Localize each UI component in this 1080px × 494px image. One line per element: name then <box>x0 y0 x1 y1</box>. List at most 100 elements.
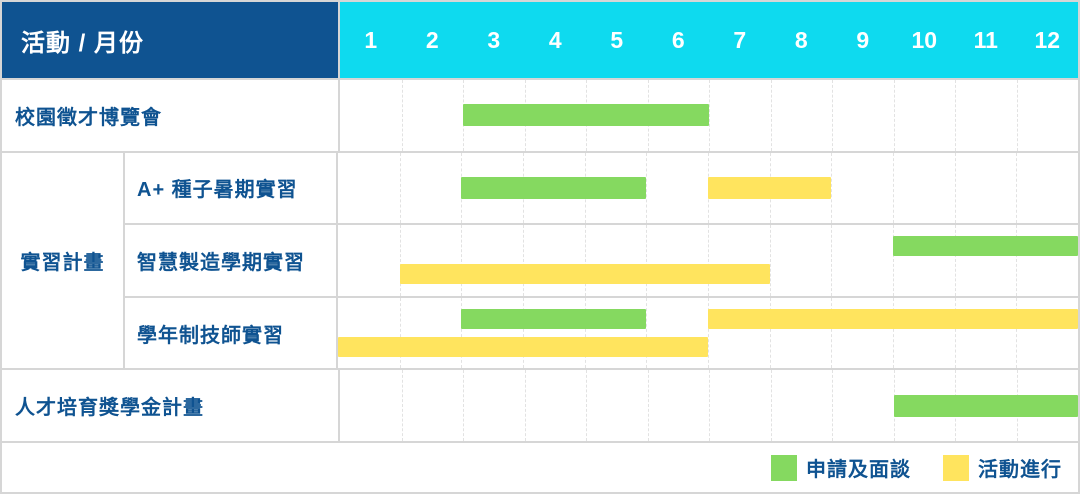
month-gridline <box>954 152 956 224</box>
month-header-cell: 7 <box>733 26 747 53</box>
month-gridline <box>831 225 833 296</box>
bar-application-interview <box>461 176 647 199</box>
corner-header-label: 活動 / 月份 <box>21 29 145 57</box>
month-gridline <box>769 225 771 296</box>
group-label-text: 實習計畫 <box>20 251 105 274</box>
row-label-text: 智慧製造學期實習 <box>137 251 305 274</box>
table-row: 學年制技師實習 <box>125 295 1078 369</box>
bar-activity-period <box>708 176 832 199</box>
legend-swatch-green <box>771 454 797 481</box>
month-header-cell: 3 <box>487 26 501 53</box>
month-gridline <box>524 370 526 441</box>
month-gridline <box>770 80 772 151</box>
table-body: 校園徵才博覽會 實習計畫 A+ 種子暑期實習 智慧製造學期實習 <box>2 78 1078 441</box>
bar-application-interview <box>461 308 647 329</box>
month-header-row: 1 2 3 4 5 6 7 8 9 10 11 12 <box>340 2 1078 78</box>
internship-subrows: A+ 種子暑期實習 智慧製造學期實習 學年制技師實習 <box>125 152 1078 369</box>
month-header-cell: 11 <box>973 26 998 53</box>
month-header-cell: 10 <box>911 26 938 53</box>
month-header-cell: 4 <box>548 26 562 53</box>
month-gridline <box>646 297 648 369</box>
month-gridline <box>463 370 464 441</box>
internship-group-block: 實習計畫 A+ 種子暑期實習 智慧製造學期實習 學年制技 <box>2 150 1078 369</box>
bar-activity-period <box>708 308 1078 329</box>
month-gridline <box>770 370 772 441</box>
month-gridline <box>399 297 401 369</box>
bar-activity-period <box>338 336 708 357</box>
corner-header-cell: 活動 / 月份 <box>2 2 340 78</box>
row-label-text: A+ 種子暑期實習 <box>137 179 298 202</box>
month-gridline <box>399 225 401 296</box>
month-gridline <box>893 297 894 369</box>
legend-item-activity: 活動進行 <box>943 453 1062 482</box>
month-gridline <box>1016 225 1018 296</box>
table-row: A+ 種子暑期實習 <box>125 152 1078 224</box>
month-gridline <box>893 152 894 224</box>
bar-activity-period <box>399 264 770 285</box>
month-header-cell: 12 <box>1034 26 1061 53</box>
legend: 申請及面談 活動進行 <box>2 441 1078 492</box>
month-gridline <box>1016 152 1018 224</box>
month-gridline <box>954 297 956 369</box>
month-gridline <box>523 225 524 296</box>
month-gridline <box>1016 297 1018 369</box>
month-gridline <box>1016 80 1018 151</box>
bar-application-interview <box>893 394 1078 417</box>
month-gridline <box>401 370 403 441</box>
month-gridline <box>584 225 586 296</box>
timeline-cell <box>340 80 1078 151</box>
month-gridline <box>646 152 648 224</box>
month-gridline <box>709 370 710 441</box>
row-label-text: 人才培育獎學金計畫 <box>15 397 204 420</box>
month-gridline <box>708 297 709 369</box>
row-label-scholarship: 人才培育獎學金計畫 <box>2 370 340 441</box>
month-gridline <box>401 80 403 151</box>
table-row: 智慧製造學期實習 <box>125 223 1078 296</box>
table-row: 人才培育獎學金計畫 <box>2 368 1078 441</box>
legend-label-application: 申請及面談 <box>806 459 911 481</box>
bar-application-interview <box>893 236 1078 257</box>
month-gridline <box>831 152 833 224</box>
timeline-cell <box>338 152 1078 224</box>
month-header-cell: 8 <box>794 26 808 53</box>
table-row: 校園徵才博覽會 <box>2 78 1078 151</box>
month-gridline <box>893 80 895 151</box>
table-header-row: 活動 / 月份 1 2 3 4 5 6 7 8 9 10 11 12 <box>2 2 1078 78</box>
group-label-internship: 實習計畫 <box>2 152 125 369</box>
month-gridline <box>461 225 463 296</box>
legend-label-activity: 活動進行 <box>978 459 1062 481</box>
month-gridline <box>954 225 956 296</box>
month-gridline <box>523 297 524 369</box>
legend-swatch-yellow <box>943 454 969 481</box>
month-gridline <box>708 225 709 296</box>
month-gridline <box>461 297 463 369</box>
month-gridline <box>584 297 586 369</box>
month-gridline <box>709 80 710 151</box>
month-gridline <box>586 370 587 441</box>
month-gridline <box>769 297 771 369</box>
timeline-cell <box>338 297 1078 369</box>
month-gridline <box>399 152 401 224</box>
month-gridline <box>893 225 894 296</box>
month-header-cell: 1 <box>364 26 378 53</box>
month-gridline <box>832 80 833 151</box>
month-header-cell: 6 <box>671 26 685 53</box>
month-gridline <box>647 370 649 441</box>
month-gridline <box>646 225 648 296</box>
row-label-text: 學年制技師實習 <box>137 324 284 347</box>
row-label-text: 校園徵才博覽會 <box>15 106 162 129</box>
month-gridline <box>832 370 833 441</box>
row-label-aplus-summer: A+ 種子暑期實習 <box>125 152 338 224</box>
month-header-cell: 9 <box>856 26 870 53</box>
timeline-cell <box>338 225 1078 296</box>
legend-item-application: 申請及面談 <box>771 453 911 482</box>
month-header-cell: 2 <box>425 26 439 53</box>
bar-application-interview <box>463 104 709 127</box>
timeline-cell <box>340 370 1078 441</box>
month-gridline <box>831 297 833 369</box>
row-label-campus-fair: 校園徵才博覽會 <box>2 80 340 151</box>
row-label-year-round-technician: 學年制技師實習 <box>125 297 338 369</box>
month-gridline <box>955 80 956 151</box>
month-header-cell: 5 <box>610 26 624 53</box>
